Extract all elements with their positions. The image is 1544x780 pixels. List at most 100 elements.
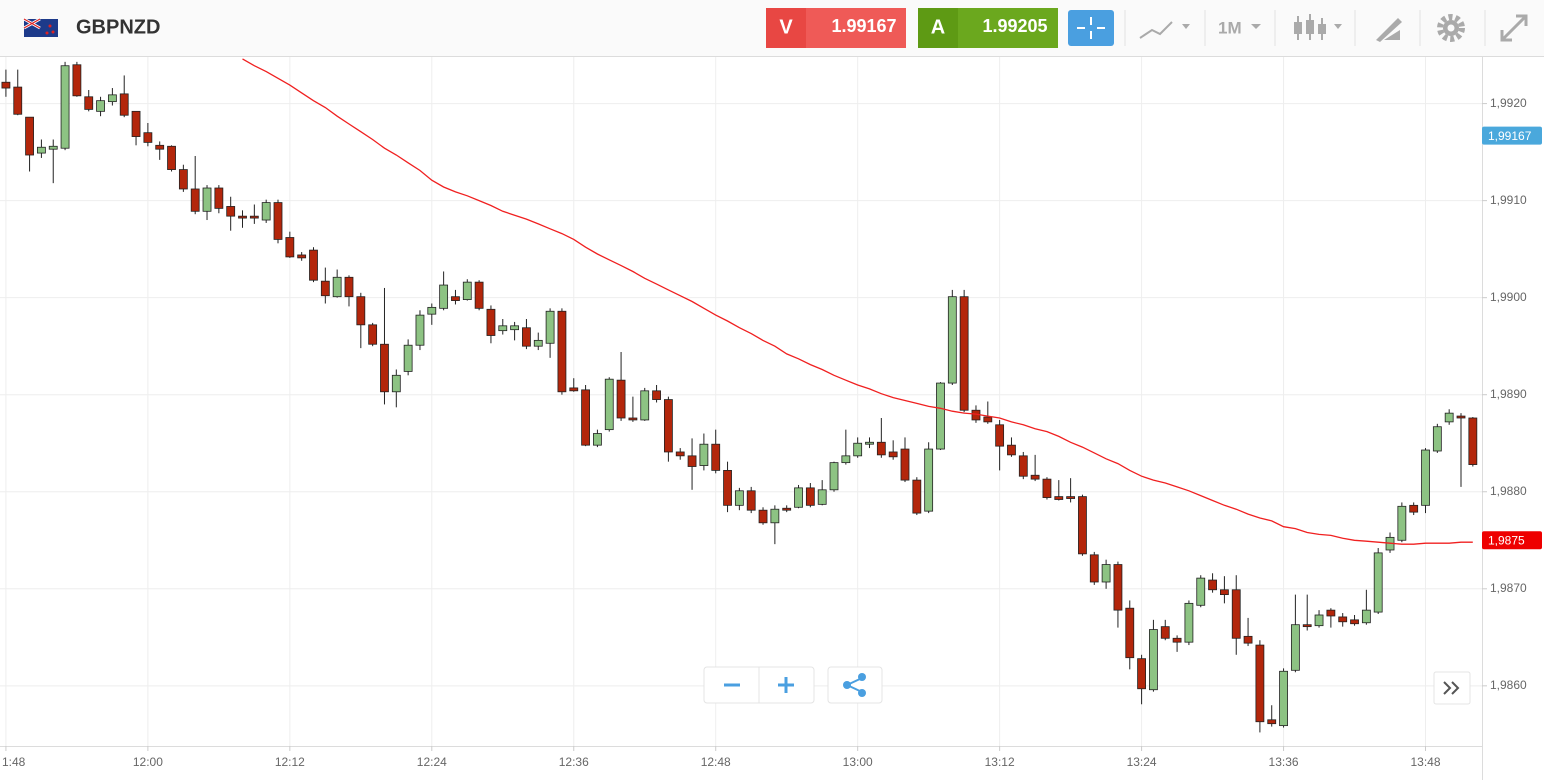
candle-body (533, 339, 543, 347)
candle-body (1255, 644, 1265, 723)
price-marker-label: 1,9875 (1488, 533, 1525, 547)
candle-body (84, 96, 94, 110)
draw-button[interactable] (1376, 18, 1402, 42)
candle-body (947, 296, 957, 384)
candle-body (1007, 444, 1016, 456)
candle-body (995, 424, 1005, 447)
candle-body (782, 507, 792, 511)
buy-button[interactable]: A 1.99205 (918, 8, 1058, 48)
candle-body (1149, 629, 1158, 691)
timeframe[interactable]: 1M (1218, 18, 1242, 37)
candle-body (522, 327, 531, 347)
candle-body (309, 249, 318, 281)
buy-label[interactable]: A (931, 16, 945, 38)
candle-body (143, 132, 153, 143)
candle-body (1468, 417, 1478, 465)
candle-body (734, 490, 744, 506)
symbol: GBPNZD (76, 16, 160, 38)
settings-button[interactable] (1437, 14, 1465, 42)
x-tick-label: 13:48 (1410, 755, 1440, 769)
candle-body (1018, 455, 1028, 477)
candle-body (853, 442, 863, 457)
candle-body (439, 284, 449, 309)
candle-body (723, 469, 732, 506)
zoom-controls[interactable] (703, 666, 815, 704)
timeframe-caret[interactable] (1251, 24, 1261, 29)
candle-body (829, 462, 839, 491)
x-tick-label: 12:24 (417, 755, 447, 769)
candle-body (1231, 589, 1241, 639)
candle-body (1089, 554, 1099, 583)
candle-body (25, 116, 34, 156)
sell-price[interactable]: 1.99167 (831, 16, 896, 36)
candle-body (1302, 624, 1312, 628)
candle-body (1361, 609, 1371, 624)
flag-icon (23, 17, 58, 37)
candle-body (652, 390, 661, 400)
candle-body (687, 455, 697, 467)
candle-body (900, 448, 910, 481)
crosshair-button[interactable] (1068, 10, 1114, 46)
candle-body (178, 169, 188, 190)
y-tick-label: 1,9890 (1490, 387, 1527, 401)
candle-body (1066, 496, 1076, 499)
candle-body (616, 379, 626, 419)
candle-body (557, 310, 567, 393)
candle-body (1290, 624, 1300, 671)
candle-body (711, 443, 721, 471)
candle-body (912, 479, 922, 514)
candle-body (37, 146, 46, 154)
candle-body (202, 187, 212, 212)
sell-button[interactable]: V 1.99167 (766, 8, 906, 48)
candle-body (841, 455, 851, 464)
candle-body (131, 110, 141, 137)
candle-body (1196, 577, 1206, 606)
candle-body (1314, 614, 1324, 627)
candle-body (1137, 658, 1146, 690)
share-button[interactable] (827, 666, 883, 704)
candle-body (1172, 637, 1182, 643)
candle-body (285, 237, 295, 258)
price-marker (1482, 126, 1542, 145)
candle-body (1, 81, 11, 89)
sell-label[interactable]: V (779, 16, 793, 38)
candle-body (486, 308, 496, 336)
candle-body (510, 325, 520, 331)
candle-body (1279, 670, 1288, 727)
candle-body (663, 399, 673, 453)
candle-body (415, 314, 425, 346)
candle-body (888, 451, 898, 458)
candle-body (865, 441, 874, 445)
candle-body (604, 378, 614, 431)
chart-type-button[interactable] (1139, 21, 1190, 39)
x-tick-label: 12:48 (701, 755, 731, 769)
candle-body (1456, 415, 1466, 419)
candle-body (569, 387, 579, 392)
y-tick-label: 1,9880 (1490, 484, 1527, 498)
scroll-end-button[interactable] (1433, 671, 1471, 705)
y-tick-label: 1,9870 (1490, 581, 1527, 595)
price-marker-label: 1,99167 (1488, 129, 1532, 143)
candle-body (1350, 619, 1359, 625)
candle-body (959, 296, 969, 411)
candle-body (581, 389, 590, 446)
candle-body (261, 202, 271, 221)
candle-body (640, 390, 650, 421)
buy-price[interactable]: 1.99205 (982, 16, 1047, 36)
candle-body (876, 441, 886, 456)
candle-body (48, 145, 58, 150)
candle-body (462, 281, 472, 301)
candle-body (332, 276, 342, 298)
candle-body (427, 306, 437, 315)
x-tick-label: 13:12 (985, 755, 1015, 769)
candle-body (1208, 579, 1217, 591)
candle-body (1220, 589, 1229, 596)
candles-button[interactable] (1294, 14, 1342, 40)
candle-body (238, 215, 247, 219)
candle-body (403, 344, 413, 372)
price-marker (1482, 531, 1542, 550)
fullscreen-button[interactable] (1500, 14, 1528, 42)
candle-body (1113, 564, 1123, 611)
candle-body (1042, 478, 1052, 498)
candle-body (699, 443, 709, 466)
